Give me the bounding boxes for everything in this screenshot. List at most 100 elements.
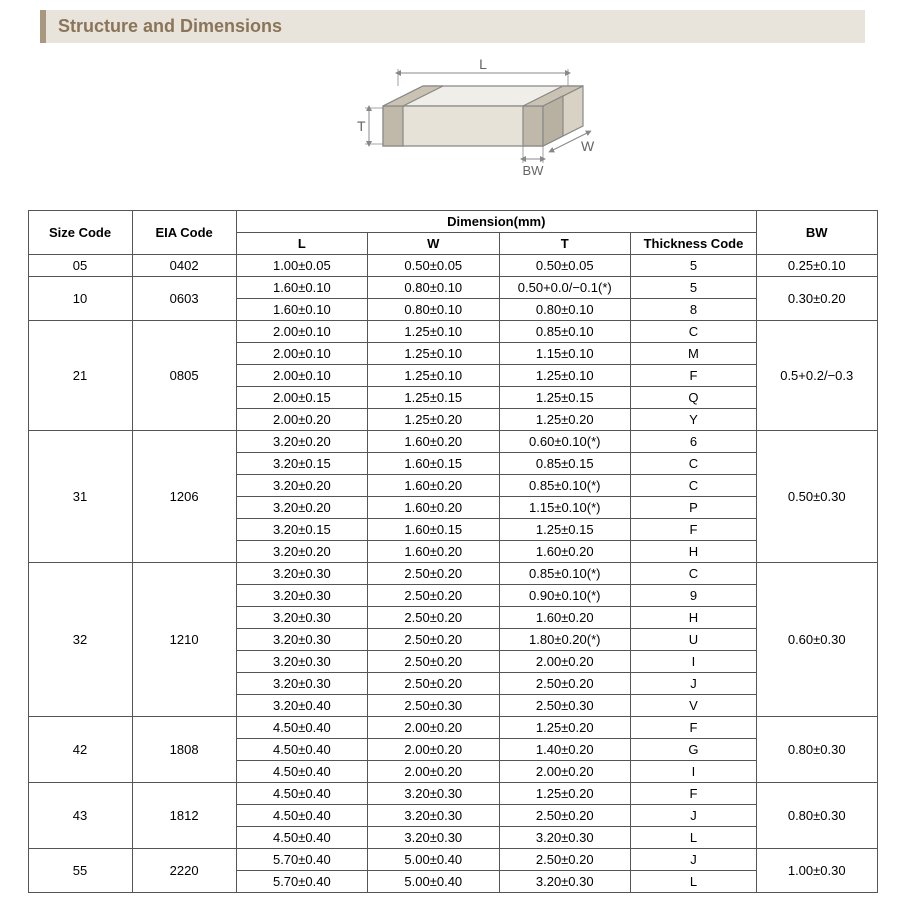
cell-thk: C (630, 321, 756, 343)
cell-W: 2.00±0.20 (368, 739, 499, 761)
cell-W: 0.80±0.10 (368, 299, 499, 321)
cell-thk: 9 (630, 585, 756, 607)
cell-L: 3.20±0.20 (236, 475, 367, 497)
cell-bw: 0.60±0.30 (756, 563, 877, 717)
cell-size: 43 (28, 783, 132, 849)
cell-T: 1.25±0.20 (499, 409, 630, 431)
cell-eia: 0603 (132, 277, 236, 321)
cell-thk: 5 (630, 277, 756, 299)
cell-T: 3.20±0.30 (499, 871, 630, 893)
cell-thk: G (630, 739, 756, 761)
cell-thk: L (630, 871, 756, 893)
cell-thk: L (630, 827, 756, 849)
cell-W: 1.60±0.20 (368, 541, 499, 563)
cell-bw: 1.00±0.30 (756, 849, 877, 893)
table-row: 3212103.20±0.302.50±0.200.85±0.10(*)C0.6… (28, 563, 877, 585)
diagram-label-W: W (581, 138, 595, 154)
cell-size: 31 (28, 431, 132, 563)
cell-thk: 5 (630, 255, 756, 277)
th-dim: Dimension(mm) (236, 211, 756, 233)
table-row: 0504021.00±0.050.50±0.050.50±0.0550.25±0… (28, 255, 877, 277)
cell-L: 4.50±0.40 (236, 827, 367, 849)
cell-W: 2.50±0.20 (368, 651, 499, 673)
cell-L: 4.50±0.40 (236, 761, 367, 783)
cell-W: 2.50±0.30 (368, 695, 499, 717)
cell-size: 10 (28, 277, 132, 321)
cell-L: 2.00±0.10 (236, 321, 367, 343)
cell-L: 3.20±0.30 (236, 585, 367, 607)
cell-bw: 0.25±0.10 (756, 255, 877, 277)
cell-L: 1.00±0.05 (236, 255, 367, 277)
cell-size: 42 (28, 717, 132, 783)
cell-L: 3.20±0.15 (236, 453, 367, 475)
cell-thk: I (630, 651, 756, 673)
cell-eia: 0805 (132, 321, 236, 431)
cell-T: 0.80±0.10 (499, 299, 630, 321)
cell-thk: I (630, 761, 756, 783)
cell-W: 2.50±0.20 (368, 585, 499, 607)
cell-thk: J (630, 849, 756, 871)
section-header: Structure and Dimensions (40, 10, 865, 43)
table-row: 5522205.70±0.405.00±0.402.50±0.20J1.00±0… (28, 849, 877, 871)
cell-T: 1.60±0.20 (499, 541, 630, 563)
cell-L: 5.70±0.40 (236, 849, 367, 871)
cell-L: 2.00±0.20 (236, 409, 367, 431)
cell-W: 2.00±0.20 (368, 761, 499, 783)
cell-L: 4.50±0.40 (236, 783, 367, 805)
cell-T: 0.85±0.10(*) (499, 563, 630, 585)
cell-W: 3.20±0.30 (368, 783, 499, 805)
cell-L: 1.60±0.10 (236, 277, 367, 299)
cell-W: 0.50±0.05 (368, 255, 499, 277)
cell-thk: P (630, 497, 756, 519)
cell-thk: C (630, 563, 756, 585)
cell-thk: Y (630, 409, 756, 431)
cell-W: 3.20±0.30 (368, 805, 499, 827)
cell-W: 1.25±0.10 (368, 365, 499, 387)
cell-W: 2.50±0.20 (368, 563, 499, 585)
cell-L: 3.20±0.30 (236, 629, 367, 651)
diagram-label-L: L (479, 56, 487, 72)
cell-T: 0.85±0.10 (499, 321, 630, 343)
cell-L: 1.60±0.10 (236, 299, 367, 321)
th-size: Size Code (28, 211, 132, 255)
cell-T: 1.15±0.10 (499, 343, 630, 365)
cell-T: 0.85±0.15 (499, 453, 630, 475)
cell-thk: H (630, 541, 756, 563)
cell-thk: F (630, 365, 756, 387)
cell-T: 1.40±0.20 (499, 739, 630, 761)
section-title: Structure and Dimensions (58, 16, 282, 36)
cell-L: 3.20±0.40 (236, 695, 367, 717)
cell-W: 5.00±0.40 (368, 871, 499, 893)
cell-eia: 1206 (132, 431, 236, 563)
table-body: 0504021.00±0.050.50±0.050.50±0.0550.25±0… (28, 255, 877, 893)
cell-W: 0.80±0.10 (368, 277, 499, 299)
cell-T: 0.50+0.0/−0.1(*) (499, 277, 630, 299)
cell-L: 3.20±0.20 (236, 497, 367, 519)
cell-thk: F (630, 717, 756, 739)
cell-W: 2.50±0.20 (368, 629, 499, 651)
diagram-label-BW: BW (522, 163, 544, 178)
th-eia: EIA Code (132, 211, 236, 255)
cell-eia: 1808 (132, 717, 236, 783)
cell-bw: 0.50±0.30 (756, 431, 877, 563)
cell-T: 0.90±0.10(*) (499, 585, 630, 607)
cell-bw: 0.80±0.30 (756, 783, 877, 849)
cell-size: 21 (28, 321, 132, 431)
cell-L: 4.50±0.40 (236, 739, 367, 761)
cell-eia: 0402 (132, 255, 236, 277)
cell-W: 1.25±0.15 (368, 387, 499, 409)
dimensions-table: Size Code EIA Code Dimension(mm) BW L W … (28, 210, 878, 893)
cell-thk: F (630, 783, 756, 805)
cell-size: 55 (28, 849, 132, 893)
cell-W: 2.50±0.20 (368, 607, 499, 629)
table-row: 4318124.50±0.403.20±0.301.25±0.20F0.80±0… (28, 783, 877, 805)
cell-L: 4.50±0.40 (236, 805, 367, 827)
chip-diagram-svg: L W T BW (283, 51, 623, 201)
cell-T: 1.80±0.20(*) (499, 629, 630, 651)
cell-L: 3.20±0.30 (236, 607, 367, 629)
cell-T: 0.85±0.10(*) (499, 475, 630, 497)
cell-L: 3.20±0.15 (236, 519, 367, 541)
cell-thk: C (630, 453, 756, 475)
cell-L: 3.20±0.20 (236, 541, 367, 563)
cell-W: 2.50±0.20 (368, 673, 499, 695)
